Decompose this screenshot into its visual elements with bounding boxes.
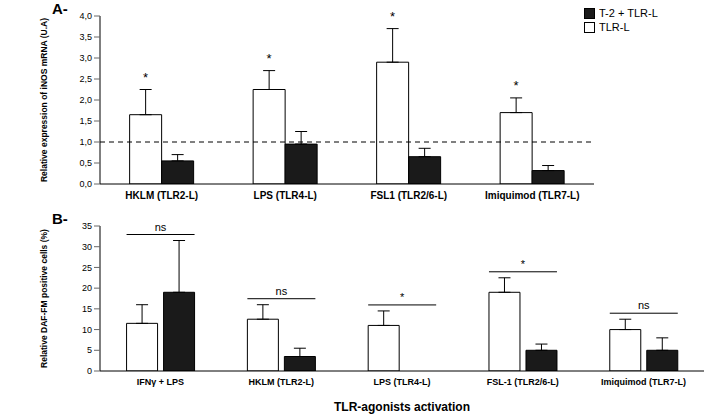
svg-text:*: * <box>390 9 395 24</box>
svg-text:HKLM (TLR2-L): HKLM (TLR2-L) <box>125 190 198 201</box>
svg-text:1,0: 1,0 <box>79 137 92 147</box>
svg-text:35: 35 <box>82 221 92 231</box>
html-text:B-: B- <box>52 210 68 227</box>
svg-text:Relative DAF-FM positive cells: Relative DAF-FM positive cells (%) <box>39 229 49 368</box>
html-text:A-: A- <box>52 0 68 17</box>
svg-text:ns: ns <box>155 221 167 233</box>
svg-text:*: * <box>267 51 272 66</box>
svg-text:ns: ns <box>276 285 288 297</box>
svg-text:*: * <box>143 70 148 85</box>
svg-text:1,5: 1,5 <box>79 116 92 126</box>
svg-text:2,5: 2,5 <box>79 74 92 84</box>
svg-text:15: 15 <box>82 304 92 314</box>
svg-text:0: 0 <box>87 366 92 376</box>
svg-text:FSL-1 (TLR2/6-L): FSL-1 (TLR2/6-L) <box>487 377 559 387</box>
svg-text:20: 20 <box>82 283 92 293</box>
html-text:T-2 + TLR-L: T-2 + TLR-L <box>599 7 658 19</box>
svg-text:0,5: 0,5 <box>79 158 92 168</box>
svg-text:FSL1 (TLR2/6-L): FSL1 (TLR2/6-L) <box>370 190 447 201</box>
svg-text:*: * <box>514 78 519 93</box>
svg-text:IFNγ + LPS: IFNγ + LPS <box>137 377 184 387</box>
svg-text:TLR-agonists activation: TLR-agonists activation <box>334 400 470 414</box>
svg-text:Imiquimod (TLR7-L): Imiquimod (TLR7-L) <box>601 377 686 387</box>
svg-text:5: 5 <box>87 345 92 355</box>
svg-text:0,0: 0,0 <box>79 179 92 189</box>
svg-text:*: * <box>400 291 405 303</box>
svg-text:10: 10 <box>82 325 92 335</box>
svg-text:3,0: 3,0 <box>79 53 92 63</box>
svg-text:2,0: 2,0 <box>79 95 92 105</box>
svg-text:3,5: 3,5 <box>79 32 92 42</box>
svg-text:4,0: 4,0 <box>79 11 92 21</box>
svg-text:ns: ns <box>638 299 650 311</box>
svg-text:*: * <box>521 258 526 270</box>
svg-text:LPS (TLR4-L): LPS (TLR4-L) <box>254 190 317 201</box>
svg-text:LPS (TLR4-L): LPS (TLR4-L) <box>374 377 431 387</box>
svg-text:Relative expression of iNOS mR: Relative expression of iNOS mRNA (U.A) <box>39 18 49 182</box>
html-text:TLR-L: TLR-L <box>599 21 630 33</box>
svg-text:30: 30 <box>82 242 92 252</box>
svg-text:HKLM (TLR2-L): HKLM (TLR2-L) <box>248 377 313 387</box>
svg-text:Imiquimod (TLR7-L): Imiquimod (TLR7-L) <box>485 190 579 201</box>
svg-text:25: 25 <box>82 263 92 273</box>
